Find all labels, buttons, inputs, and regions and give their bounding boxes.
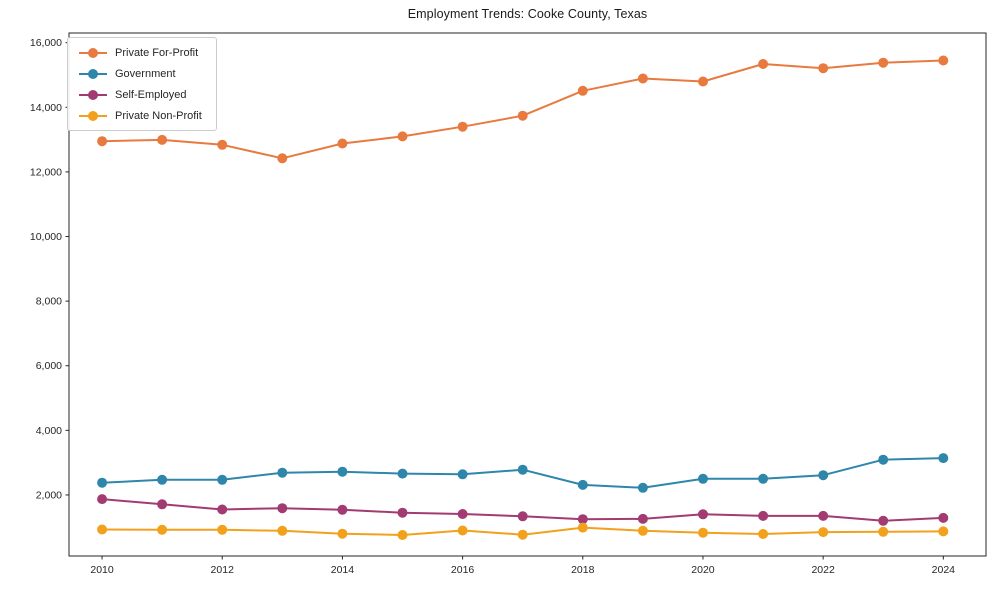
series-marker <box>818 63 829 74</box>
legend-item-private-for-profit: Private For-Profit <box>78 42 202 63</box>
x-tick-label: 2020 <box>691 564 715 576</box>
legend-line-marker-icon <box>79 89 107 100</box>
x-tick-label: 2018 <box>571 564 595 576</box>
legend: Private For-Profit Government Self-Employe… <box>67 37 217 131</box>
series-marker <box>637 482 648 493</box>
series-marker <box>878 454 889 465</box>
series-marker <box>818 527 829 538</box>
y-tick-label: 6,000 <box>36 360 62 372</box>
legend-item-self-employed: Self-Employed <box>78 84 202 105</box>
series-marker <box>97 494 108 505</box>
series-marker <box>217 524 228 535</box>
legend-line-marker-icon <box>79 110 107 121</box>
y-tick-label: 14,000 <box>30 102 62 114</box>
series-marker <box>517 511 528 522</box>
series-marker <box>457 469 468 480</box>
legend-label: Self-Employed <box>115 88 187 101</box>
legend-item-government: Government <box>78 63 202 84</box>
series-marker <box>938 55 949 66</box>
series-marker <box>157 134 168 145</box>
legend-label: Government <box>115 67 176 80</box>
y-tick-label: 8,000 <box>36 296 62 308</box>
series-marker <box>337 528 348 539</box>
series-marker <box>698 473 708 484</box>
series-marker <box>277 467 288 478</box>
series-marker <box>878 515 889 526</box>
y-tick-label: 2,000 <box>36 489 62 501</box>
series-marker <box>878 526 889 537</box>
series-marker <box>938 453 949 464</box>
series-line-private-for-profit <box>101 59 945 160</box>
legend-label: Private Non-Profit <box>115 109 202 122</box>
series-marker <box>397 468 408 479</box>
series-marker <box>337 504 348 515</box>
series-marker <box>637 525 648 536</box>
x-tick-label: 2016 <box>451 564 475 576</box>
series-marker <box>97 524 108 535</box>
series-marker <box>157 474 168 485</box>
series-marker <box>577 479 588 490</box>
series-marker <box>818 470 829 481</box>
series-marker <box>698 76 708 87</box>
series-marker <box>577 514 588 525</box>
series-marker <box>397 131 408 142</box>
legend-line-marker-icon <box>79 47 107 58</box>
series-marker <box>277 503 288 514</box>
series-marker <box>758 473 769 484</box>
series-marker <box>157 524 168 535</box>
series-marker <box>938 526 949 537</box>
series-marker <box>97 136 108 147</box>
series-marker <box>217 139 228 150</box>
series-marker <box>397 530 408 540</box>
series-marker <box>217 504 228 515</box>
legend-line-marker-icon <box>79 68 107 79</box>
y-tick-label: 12,000 <box>30 166 62 178</box>
series-marker <box>217 474 228 485</box>
x-tick-label: 2010 <box>90 564 114 576</box>
plot-spines <box>68 32 987 557</box>
legend-item-private-non-profit: Private Non-Profit <box>78 105 202 126</box>
chart-title: Employment Trends: Cooke County, Texas <box>407 7 648 21</box>
series-marker <box>577 85 588 96</box>
series-marker <box>698 509 708 520</box>
series-marker <box>157 499 168 510</box>
series-marker <box>938 512 949 523</box>
x-tick-label: 2024 <box>932 564 956 576</box>
series-marker <box>878 57 889 68</box>
legend-label: Private For-Profit <box>115 46 199 59</box>
series-marker <box>577 522 588 533</box>
series-marker <box>758 510 769 521</box>
series-marker <box>517 110 528 121</box>
series-marker <box>337 466 348 477</box>
series-marker <box>637 513 648 524</box>
y-tick-label: 4,000 <box>36 425 62 437</box>
series-marker <box>637 73 648 84</box>
y-tick-label: 16,000 <box>30 37 62 49</box>
series-marker <box>397 507 408 518</box>
series-marker <box>457 509 468 519</box>
series-marker <box>97 477 108 488</box>
series-marker <box>277 525 288 536</box>
series-marker <box>337 138 348 149</box>
series-marker <box>517 464 528 475</box>
x-tick-label: 2022 <box>811 564 835 576</box>
x-tick-label: 2014 <box>331 564 355 576</box>
series-marker <box>457 525 468 536</box>
series-marker <box>457 121 468 132</box>
series-marker <box>517 529 528 540</box>
series-marker <box>277 153 288 164</box>
y-tick-label: 10,000 <box>30 231 62 243</box>
series-marker <box>758 529 769 539</box>
x-tick-label: 2012 <box>211 564 235 576</box>
series-marker <box>758 59 769 69</box>
series-marker <box>818 510 829 521</box>
series-marker <box>698 527 708 538</box>
